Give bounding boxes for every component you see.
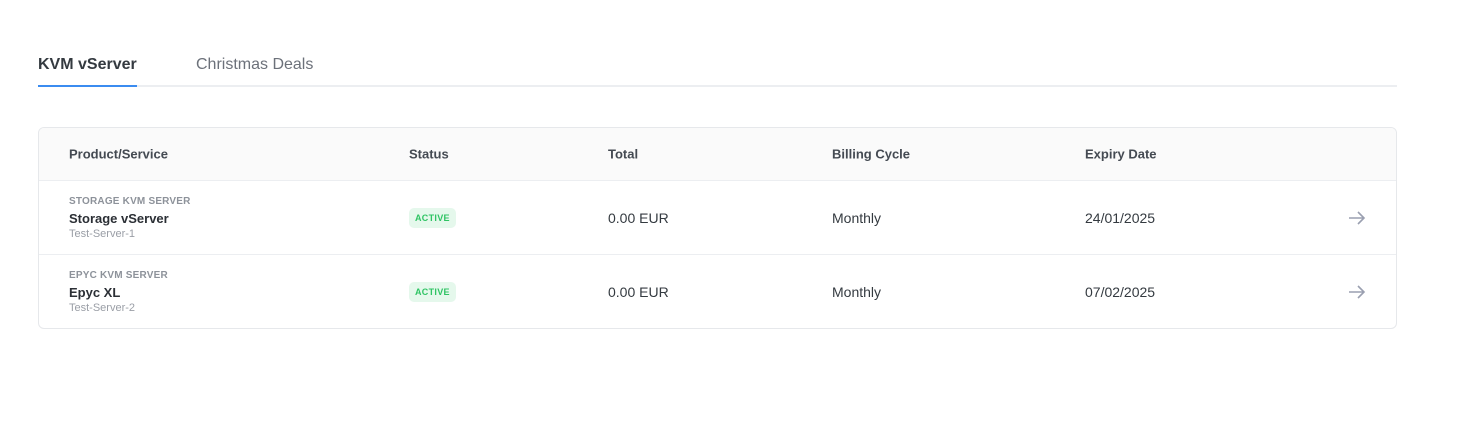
billing-cycle: Monthly — [832, 283, 882, 300]
total: 0.00 EUR — [608, 209, 669, 226]
tab-kvm-vserver[interactable]: KVM vServer — [38, 56, 137, 87]
expiry-date: 24/01/2025 — [1085, 209, 1156, 226]
product-category: EPYC KVM SERVER — [69, 269, 168, 281]
product-cell: STORAGE KVM SERVER Storage vServer Test-… — [69, 196, 191, 240]
table-row[interactable]: EPYC KVM SERVER Epyc XL Test-Server-2 AC… — [39, 254, 1396, 328]
product-name: Storage vServer — [69, 210, 169, 226]
product-domain: Test-Server-1 — [69, 227, 136, 240]
table-header: Product/Service Status Total Billing Cyc… — [39, 128, 1396, 180]
status-badge: ACTIVE — [409, 281, 456, 302]
status-badge: ACTIVE — [409, 207, 456, 228]
product-domain: Test-Server-2 — [69, 301, 136, 314]
header-total[interactable]: Total — [608, 146, 639, 162]
arrow-right-icon[interactable] — [1348, 284, 1366, 300]
billing-cycle: Monthly — [832, 209, 882, 226]
expiry-date: 07/02/2025 — [1085, 283, 1156, 300]
product-category: STORAGE KVM SERVER — [69, 195, 191, 207]
header-product[interactable]: Product/Service — [69, 146, 168, 162]
tab-christmas-deals[interactable]: Christmas Deals — [196, 56, 314, 73]
header-billing-cycle[interactable]: Billing Cycle — [832, 146, 911, 162]
table-row[interactable]: STORAGE KVM SERVER Storage vServer Test-… — [39, 180, 1396, 254]
header-status[interactable]: Status — [409, 146, 449, 162]
total: 0.00 EUR — [608, 283, 669, 300]
services-table: Product/Service Status Total Billing Cyc… — [38, 127, 1397, 329]
arrow-right-icon[interactable] — [1348, 210, 1366, 226]
product-cell: EPYC KVM SERVER Epyc XL Test-Server-2 — [69, 270, 168, 314]
product-name: Epyc XL — [69, 284, 121, 300]
header-expiry-date[interactable]: Expiry Date — [1085, 146, 1157, 162]
tab-bar: KVM vServer Christmas Deals — [38, 0, 1397, 87]
